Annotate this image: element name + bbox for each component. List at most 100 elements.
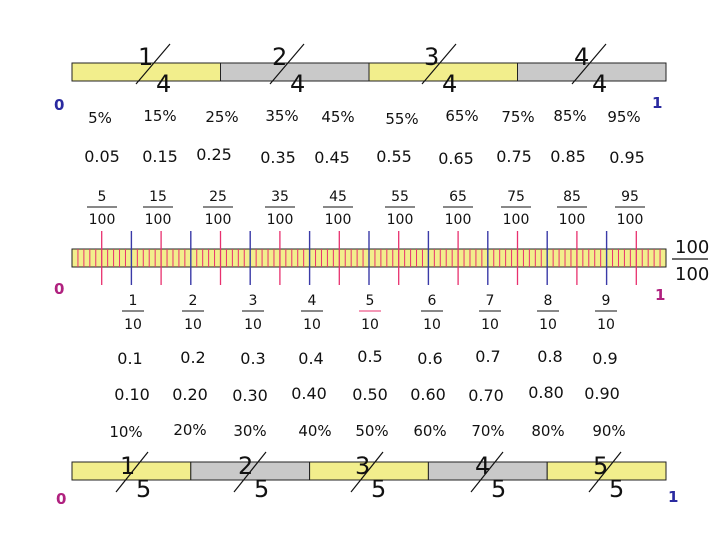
- bottom-bar-segment: [546, 461, 667, 481]
- percent-label: 35%: [265, 107, 298, 125]
- fifth-slash: [233, 451, 267, 493]
- tenths-denominator: 10: [423, 317, 441, 333]
- number-line-start-label: 0: [54, 280, 64, 298]
- decimal-tenths-label: 0.6: [417, 349, 442, 368]
- tenths-denominator: 10: [481, 317, 499, 333]
- decimal-tenths-label: 0.2: [180, 348, 205, 367]
- decimal-hundredths-label: 0.30: [232, 386, 268, 405]
- tenths-numerator: 7: [486, 293, 495, 309]
- fifth-slash: [470, 451, 504, 493]
- bottom-bar-start-label: 0: [56, 490, 66, 508]
- fifth-numerator: 1: [120, 452, 135, 480]
- decimals-row-top: 0.05 0.15 0.25 0.35 0.45 0.55 0.65 0.75 0.85 0.95: [84, 145, 645, 168]
- hundredths-denominator: 100: [503, 212, 530, 228]
- hundredths-numerator: 15: [149, 189, 167, 205]
- end-fraction-denominator: 100: [675, 264, 709, 285]
- top-bar-endpoints: 0 1: [54, 94, 662, 114]
- decimal-hundredths-label: 0.60: [410, 385, 446, 404]
- percent-bottom-label: 40%: [298, 422, 331, 440]
- fifth-denominator: 5: [254, 475, 269, 503]
- fifth-denominator: 5: [136, 475, 151, 503]
- decimal-hundredths-label: 0.50: [352, 385, 388, 404]
- decimal-hundredths-label: 0.40: [291, 384, 327, 403]
- percent-bottom-label: 80%: [531, 422, 564, 440]
- top-bar-end-label: 1: [652, 94, 662, 112]
- tenths-numerator: 9: [602, 293, 611, 309]
- tenths-numerator: 5: [366, 293, 375, 309]
- tenths-denominator: 10: [184, 317, 202, 333]
- decimal-label: 0.35: [260, 148, 296, 167]
- hundredths-numerator: 25: [209, 189, 227, 205]
- quarter-numerator: 3: [424, 43, 439, 71]
- top-bar-start-label: 0: [54, 96, 64, 114]
- hundredths-denominator: 100: [445, 212, 472, 228]
- hundredths-denominator: 100: [145, 212, 172, 228]
- quarter-slash: [421, 43, 457, 85]
- decimal-tenths-label: 0.7: [475, 347, 500, 366]
- hundredths-denominator: 100: [267, 212, 294, 228]
- percent-label: 55%: [385, 110, 418, 128]
- decimal-hundredths-label: 0.10: [114, 385, 150, 404]
- hundredths-denominator: 100: [559, 212, 586, 228]
- percent-bottom-label: 20%: [173, 421, 206, 439]
- decimal-tenths-label: 0.5: [357, 347, 382, 366]
- decimal-label: 0.15: [142, 147, 178, 166]
- decimal-tenths-label: 0.8: [537, 347, 562, 366]
- percent-label: 65%: [445, 107, 478, 125]
- tenths-numerator: 4: [308, 293, 317, 309]
- tenths-denominator: 10: [244, 317, 262, 333]
- fifth-numerator: 4: [475, 452, 490, 480]
- number-line-end-label: 1: [655, 286, 665, 304]
- percent-label: 85%: [553, 107, 586, 125]
- tenths-denominator: 10: [303, 317, 321, 333]
- percent-bottom-label: 10%: [109, 423, 142, 441]
- quarter-numerator: 4: [574, 43, 589, 71]
- hundredths-numerator: 95: [621, 189, 639, 205]
- bottom-bar-end-label: 1: [668, 488, 678, 506]
- percent-label: 45%: [321, 108, 354, 126]
- decimal-tenths-label: 0.4: [298, 349, 323, 368]
- tenths-denominator: 10: [124, 317, 142, 333]
- hundredths-denominator: 100: [89, 212, 116, 228]
- fifth-denominator: 5: [491, 475, 506, 503]
- tenths-row: 1 10 2 10 3 10 4 10 5 10 6 10 7 10 8 10 9 10: [122, 293, 617, 333]
- tenths-numerator: 1: [129, 293, 138, 309]
- quarter-numerator: 2: [272, 43, 287, 71]
- end-fraction-numerator: 100: [675, 237, 709, 258]
- tenths-numerator: 6: [428, 293, 437, 309]
- fifth-denominator: 5: [371, 475, 386, 503]
- hundredths-numerator: 45: [329, 189, 347, 205]
- hundredths-denominator: 100: [617, 212, 644, 228]
- hundredths-numerator: 5: [98, 189, 107, 205]
- hundredths-numerator: 65: [449, 189, 467, 205]
- decimal-tenths-label: 0.3: [240, 349, 265, 368]
- quarter-denominator: 4: [442, 70, 457, 98]
- quarter-slash: [135, 43, 171, 85]
- hundredths-numerator: 85: [563, 189, 581, 205]
- hundredths-numerator: 55: [391, 189, 409, 205]
- bottom-bar-endpoints: 0 1: [56, 488, 678, 508]
- decimal-label: 0.45: [314, 148, 350, 167]
- number-line-end-fraction: 100 100: [672, 237, 709, 285]
- tenths-numerator: 2: [189, 293, 198, 309]
- percent-label: 95%: [607, 108, 640, 126]
- fifth-numerator: 3: [355, 452, 370, 480]
- hundredths-numerator: 35: [271, 189, 289, 205]
- top-bar-segment: [517, 62, 667, 82]
- percent-bottom-label: 30%: [233, 422, 266, 440]
- decimal-label: 0.65: [438, 149, 474, 168]
- tenths-denominator: 10: [539, 317, 557, 333]
- fifth-slash: [350, 451, 384, 493]
- decimal-hundredths-label: 0.20: [172, 385, 208, 404]
- fifth-slash: [115, 451, 149, 493]
- tenths-numerator: 3: [249, 293, 258, 309]
- decimal-tenths-label: 0.1: [117, 349, 142, 368]
- decimals-row-hundredths: 0.10 0.20 0.30 0.40 0.50 0.60 0.70 0.80 0.90: [114, 383, 620, 405]
- quarter-numerator: 1: [138, 43, 153, 71]
- decimal-label: 0.75: [496, 147, 532, 166]
- percent-label: 15%: [143, 107, 176, 125]
- hundredths-denominator: 100: [387, 212, 414, 228]
- fifth-numerator: 2: [238, 452, 253, 480]
